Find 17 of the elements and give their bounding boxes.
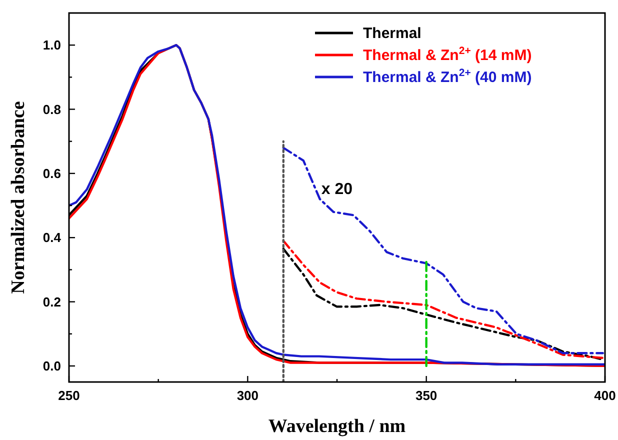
y-tick-label: 0.4	[42, 230, 62, 246]
x-tick-label: 350	[415, 388, 438, 403]
y-tick-label: 0.0	[42, 358, 61, 374]
x-tick-label: 400	[594, 388, 616, 403]
y-axis-title: Normalized absorbance	[8, 101, 29, 294]
y-tick-label: 0.6	[42, 166, 61, 181]
y-tick-label: 1.0	[42, 38, 61, 53]
y-tick-label: 0.2	[42, 294, 61, 310]
annotation: x 20	[321, 180, 353, 198]
y-tick-label: 0.8	[42, 102, 61, 117]
line-series	[282, 146, 604, 354]
x-tick-label: 300	[236, 388, 259, 403]
legend-label: Thermal & Zn$^{2+}$ (40 mM)	[363, 67, 532, 86]
x-axis-title: Wavelength / nm	[268, 416, 406, 437]
x-tick-label: 250	[58, 388, 80, 403]
legend-label: Thermal & Zn$^{2+}$ (14 mM)	[363, 45, 532, 64]
legend-label: Thermal	[363, 25, 422, 42]
